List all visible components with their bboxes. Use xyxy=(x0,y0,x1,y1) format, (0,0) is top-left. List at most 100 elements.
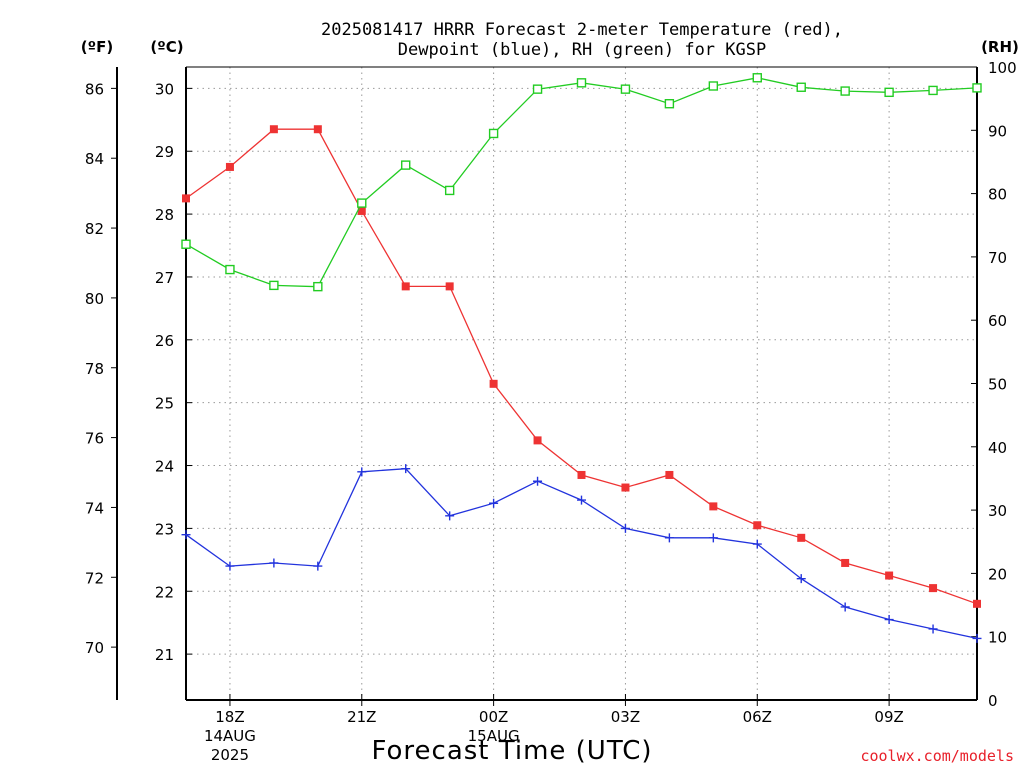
series-2-point xyxy=(313,281,323,292)
series-2-point xyxy=(884,87,894,98)
series-1-point xyxy=(620,523,630,533)
grid-layer xyxy=(186,67,977,700)
series-2-point xyxy=(708,81,719,91)
rh-tick-label: 90 xyxy=(988,122,1007,140)
rh-tick-label: 80 xyxy=(988,186,1007,204)
series-0-point xyxy=(313,125,322,134)
series-1-point xyxy=(664,533,674,543)
series-layer xyxy=(181,73,982,643)
series-1-point xyxy=(181,530,191,540)
celsius-tick-label: 26 xyxy=(155,332,174,350)
series-2-point xyxy=(752,73,762,83)
celsius-tick-label: 27 xyxy=(155,269,174,287)
fahrenheit-tick-label: 72 xyxy=(85,569,104,587)
series-1-point xyxy=(972,633,982,643)
series-1-point xyxy=(225,561,235,571)
rh-tick-label: 50 xyxy=(988,376,1007,394)
series-0-point xyxy=(885,571,894,580)
series-2-point xyxy=(664,99,675,109)
x-tick-label: 06Z xyxy=(743,708,772,726)
x-tick-label: 2025 xyxy=(211,746,249,764)
series-1-point xyxy=(708,533,718,543)
series-0-point xyxy=(357,206,366,215)
series-2-point xyxy=(225,264,235,275)
rh-tick-label: 0 xyxy=(988,692,998,710)
series-0-point xyxy=(577,470,586,479)
series-0-point xyxy=(753,521,762,530)
x-tick-label: 14AUG xyxy=(204,727,256,745)
series-2-point xyxy=(972,83,982,93)
rh-unit-label: (RH) xyxy=(981,38,1019,56)
series-0-point xyxy=(841,558,850,567)
series-1-point xyxy=(577,495,586,505)
x-tick-label: 21Z xyxy=(347,708,376,726)
rh-tick-label: 10 xyxy=(988,629,1007,647)
series-0-point xyxy=(533,436,542,445)
celsius-tick-label: 22 xyxy=(155,583,174,601)
series-0-group xyxy=(182,125,981,608)
series-0-point xyxy=(621,483,630,492)
series-1-point xyxy=(445,511,455,521)
tick-labels-layer: 21 22 23 24 25 26 27 28 29 30 70 72 74 76 78 80 82 84 86 0 1… xyxy=(85,59,1017,764)
chart-title-line-1: 2025081417 HRRR Forecast 2-meter Tempera… xyxy=(321,20,843,40)
series-2-point xyxy=(928,85,938,96)
series-0-point xyxy=(797,533,806,542)
series-1-point xyxy=(928,624,938,634)
celsius-unit-label: (ºC) xyxy=(150,38,183,56)
fahrenheit-tick-label: 74 xyxy=(85,499,104,517)
axes-layer xyxy=(111,66,978,706)
fahrenheit-tick-label: 86 xyxy=(85,80,104,98)
series-1-point xyxy=(533,476,543,486)
fahrenheit-tick-label: 84 xyxy=(85,150,104,168)
series-0-point xyxy=(269,125,278,134)
series-1-point xyxy=(752,539,762,549)
series-2-point xyxy=(620,84,631,94)
x-axis-title: Forecast Time (UTC) xyxy=(371,736,652,766)
series-0-point xyxy=(929,584,938,593)
series-1-group xyxy=(181,464,982,643)
fahrenheit-tick-label: 76 xyxy=(85,430,104,448)
celsius-tick-label: 21 xyxy=(155,646,174,664)
series-1-point xyxy=(489,498,499,508)
series-0-point xyxy=(225,162,234,171)
series-1-point xyxy=(401,464,411,474)
fahrenheit-tick-label: 78 xyxy=(85,360,104,378)
series-0-point xyxy=(445,282,454,291)
series-2-point xyxy=(181,239,191,249)
series-1-point xyxy=(796,574,806,584)
series-1-point xyxy=(269,558,279,568)
celsius-tick-label: 30 xyxy=(155,80,174,98)
rh-tick-label: 60 xyxy=(988,312,1007,330)
celsius-tick-label: 29 xyxy=(155,143,174,161)
series-2-point xyxy=(269,280,279,291)
rh-tick-label: 40 xyxy=(988,439,1007,457)
series-0-point xyxy=(709,502,718,511)
fahrenheit-tick-label: 80 xyxy=(85,290,104,308)
x-tick-label: 09Z xyxy=(874,708,903,726)
series-2-point xyxy=(796,82,806,92)
credit-text: coolwx.com/models xyxy=(860,747,1014,765)
series-0-point xyxy=(665,470,674,479)
fahrenheit-tick-label: 70 xyxy=(85,639,104,657)
series-2-point xyxy=(444,185,455,196)
series-0-point xyxy=(489,379,498,388)
series-0-point xyxy=(973,599,981,608)
series-2-point xyxy=(488,128,499,139)
series-2-point xyxy=(532,84,543,94)
series-1-point xyxy=(357,467,367,477)
celsius-tick-label: 28 xyxy=(155,206,174,224)
fahrenheit-tick-label: 82 xyxy=(85,220,104,238)
celsius-tick-label: 25 xyxy=(155,395,174,413)
rh-tick-label: 100 xyxy=(988,59,1017,77)
series-1-point xyxy=(313,561,323,571)
x-tick-label: 18Z xyxy=(215,708,244,726)
series-2-group xyxy=(181,73,982,292)
rh-tick-label: 30 xyxy=(988,502,1007,520)
series-1-point xyxy=(884,615,894,625)
series-2-point xyxy=(840,86,850,96)
series-0-point xyxy=(401,282,410,291)
series-2-point xyxy=(576,78,587,88)
series-1-point xyxy=(840,602,850,612)
